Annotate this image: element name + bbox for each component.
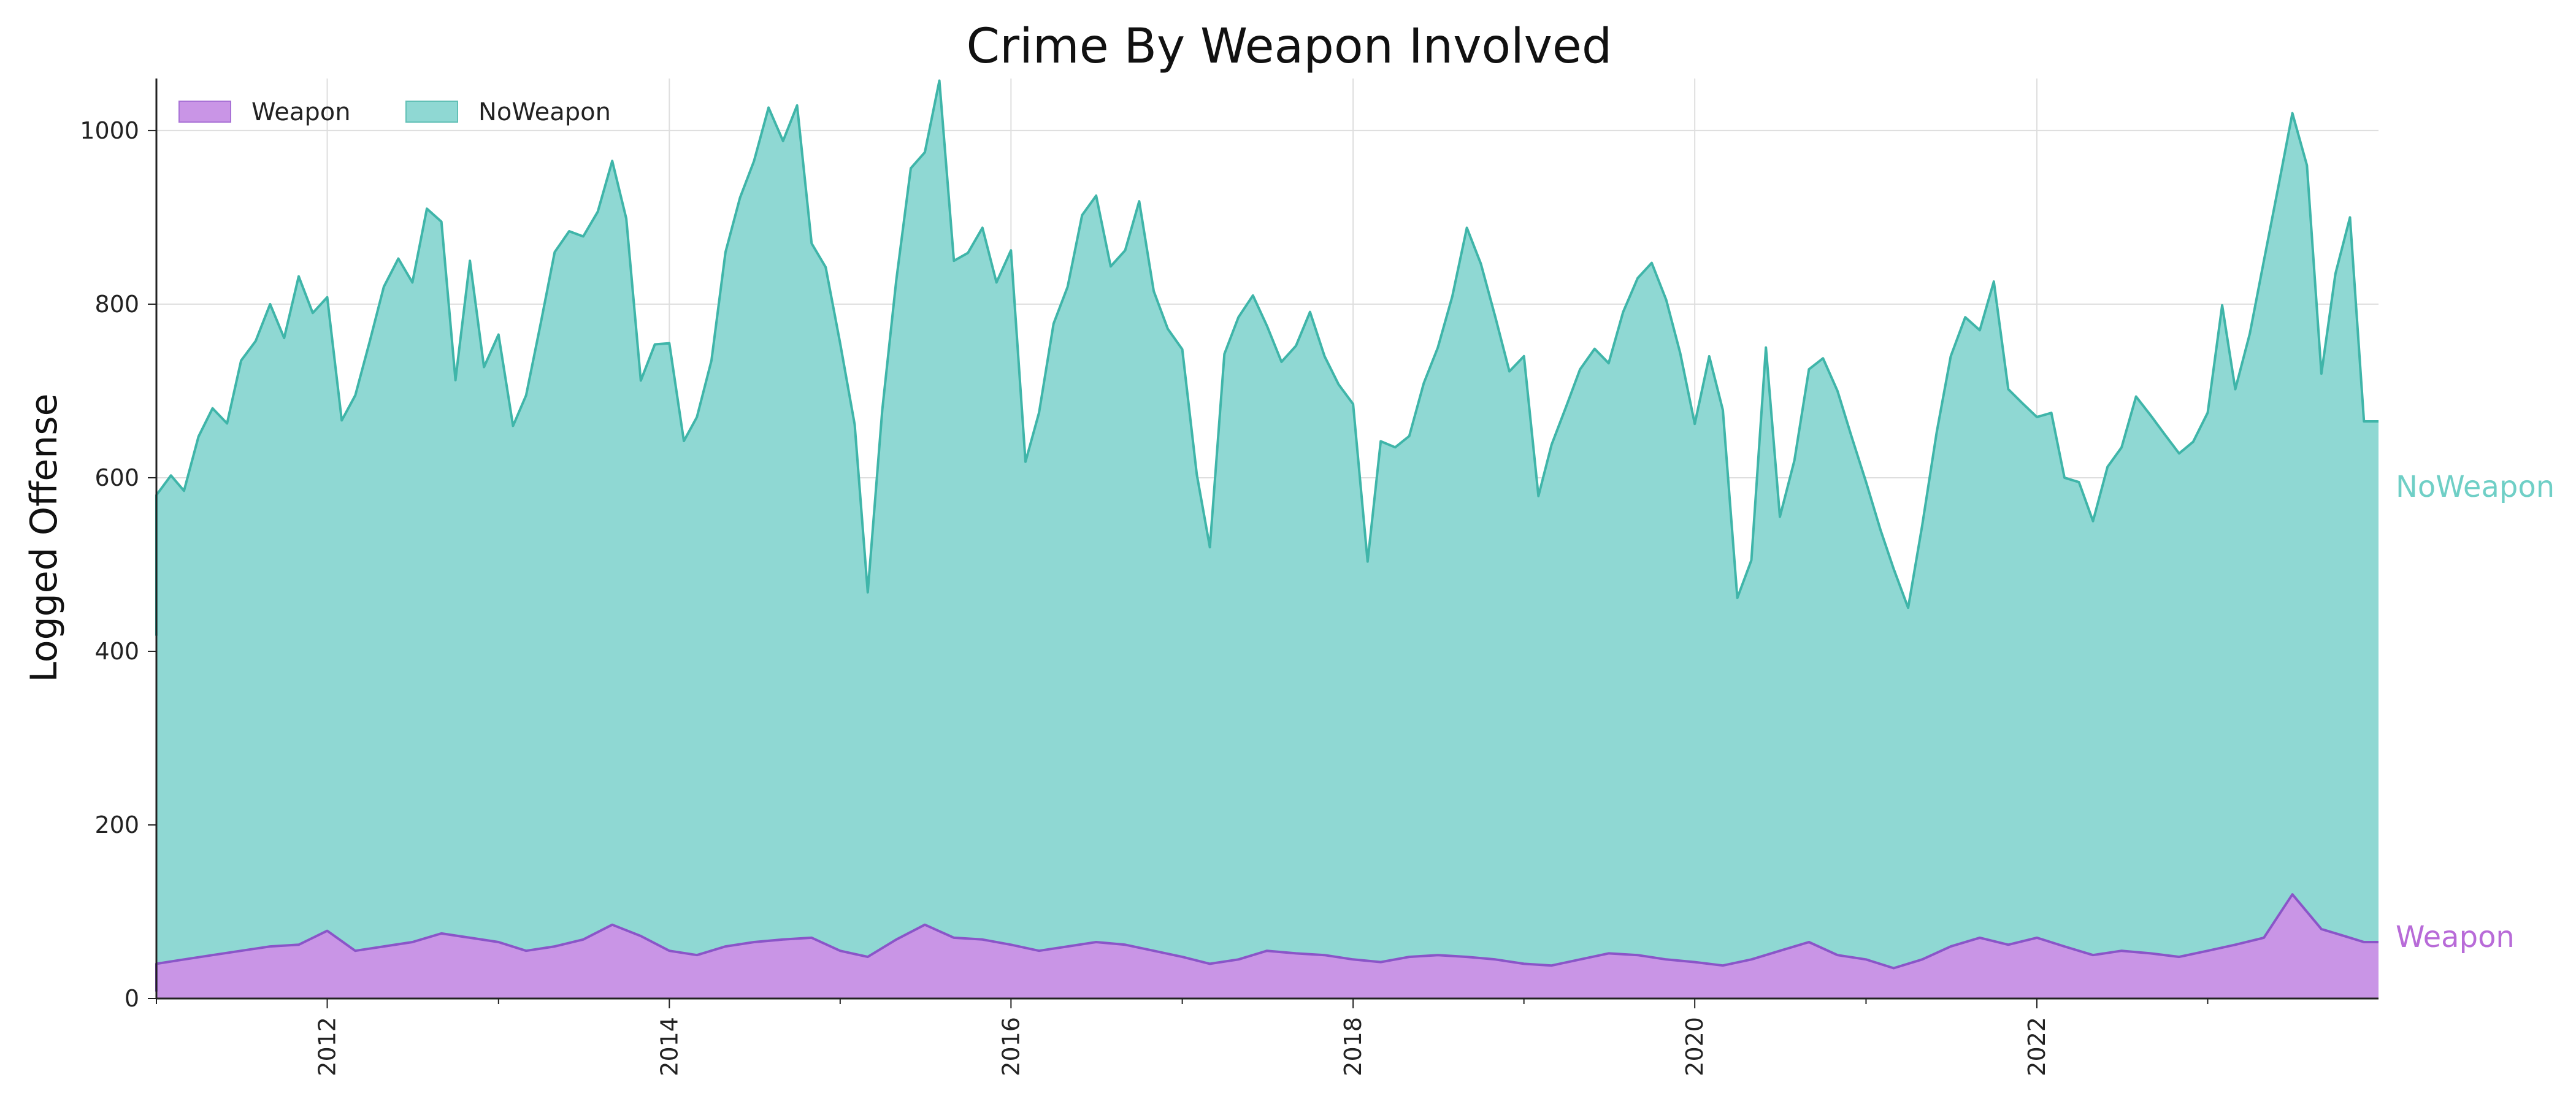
end-label-weapon: Weapon (2396, 920, 2515, 954)
y-tick-label: 400 (94, 638, 139, 665)
y-axis-label: Logged Offense (23, 393, 66, 682)
x-tick-label: 2014 (656, 1017, 683, 1076)
axes (148, 79, 2379, 1008)
area-series (155, 79, 2379, 999)
x-tick-label: 2012 (314, 1017, 341, 1076)
x-tick-label: 2022 (2023, 1017, 2050, 1076)
legend-label-weapon: Weapon (251, 98, 351, 126)
x-tick-label: 2018 (1340, 1017, 1367, 1076)
weapon-area (156, 894, 2379, 999)
legend-label-noweapon: NoWeapon (478, 98, 611, 126)
noweapon-line (155, 79, 2379, 636)
x-tick-label: 2016 (997, 1017, 1024, 1076)
legend-swatch-weapon (178, 101, 231, 123)
y-tick-label: 800 (94, 291, 139, 318)
legend: Weapon NoWeapon (178, 98, 611, 126)
y-tick-label: 600 (94, 464, 139, 491)
legend-swatch-noweapon (405, 101, 458, 123)
chart-title: Crime By Weapon Involved (967, 19, 1612, 74)
x-tick-label: 2020 (1681, 1017, 1708, 1076)
noweapon-area (156, 80, 2379, 999)
y-tick-label: 0 (125, 985, 139, 1012)
end-label-noweapon: NoWeapon (2396, 470, 2555, 504)
y-tick-labels: 0 200 400 600 800 1000 (80, 117, 139, 1012)
y-tick-label: 200 (94, 811, 139, 838)
x-tick-labels: 2012 2014 2016 2018 2020 2022 (314, 1017, 2050, 1076)
y-tick-label: 1000 (80, 117, 139, 144)
weapon-line (155, 893, 2379, 992)
